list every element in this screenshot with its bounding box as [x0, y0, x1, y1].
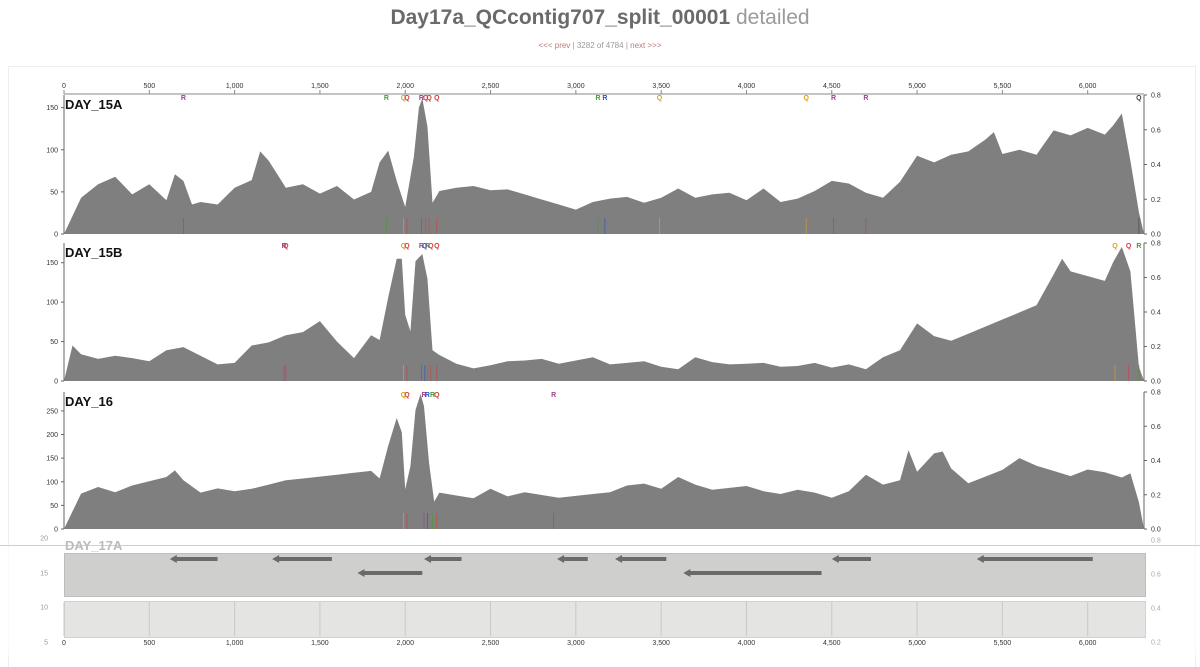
contig-name: Day17a_QCcontig707_split_00001 — [390, 6, 731, 29]
x-tick-label: 5,500 — [994, 83, 1012, 90]
y2-tick-label: 0.4 — [1151, 310, 1161, 317]
variant-marker: Q — [428, 243, 434, 250]
y-tick-label: 100 — [46, 300, 58, 307]
variant-marker: R — [602, 95, 607, 102]
y2-tick-label: 0.6 — [1151, 275, 1161, 282]
x-tick-label: 6,000 — [1079, 83, 1097, 90]
variant-marker: Q — [426, 95, 432, 102]
sample-label: DAY_15A — [65, 97, 123, 112]
y-tick-label: 100 — [46, 147, 58, 154]
coverage-area — [64, 98, 1144, 235]
variant-marker: R — [181, 95, 186, 102]
variant-marker: Q — [283, 243, 289, 250]
title-suffix: detailed — [735, 6, 810, 29]
variant-marker: R — [430, 392, 435, 399]
x-tick-label: 4,500 — [823, 83, 841, 90]
variant-marker: R — [595, 95, 600, 102]
y2-tick-label: 0.8 — [1151, 390, 1161, 397]
variant-marker: R — [551, 392, 556, 399]
chart-frame — [8, 66, 1196, 667]
variant-marker: R — [1136, 243, 1141, 250]
x-tick-label: 1,000 — [226, 83, 244, 90]
next-link[interactable]: next >>> — [630, 41, 662, 50]
variant-marker: Q — [434, 243, 440, 250]
x-tick-label: 3,500 — [652, 83, 670, 90]
y-tick-label: 200 — [46, 432, 58, 439]
y-tick-label: 250 — [46, 408, 58, 415]
pager: <<< prev | 3282 of 4784 | next >>> — [0, 41, 1200, 50]
y-tick-label: 150 — [46, 105, 58, 112]
y-tick-label: 0 — [54, 232, 58, 239]
y2-tick-label: 0.2 — [1151, 492, 1161, 499]
y2-tick-label: 0.6 — [1151, 127, 1161, 134]
y2-tick-label: 0.4 — [1151, 162, 1161, 169]
x-tick-label: 5,000 — [908, 83, 926, 90]
y-tick-label: 50 — [50, 189, 58, 196]
pager-separator-1: | — [572, 41, 575, 50]
variant-marker: Q — [1112, 243, 1118, 250]
sample-label: DAY_16 — [65, 394, 113, 409]
x-tick-label: 0 — [62, 83, 66, 90]
y2-tick-label: 0.8 — [1151, 93, 1161, 100]
y2-tick-label: 0.0 — [1151, 527, 1161, 534]
y2-tick-label: 0.2 — [1151, 197, 1161, 204]
variant-marker: R — [425, 243, 430, 250]
y2-tick-label: 0.8 — [1151, 241, 1161, 248]
variant-marker: R — [282, 243, 287, 250]
y2-tick-label: 0.4 — [1151, 458, 1161, 465]
variant-marker: Q — [401, 243, 407, 250]
y2-tick-label: 0.6 — [1151, 424, 1161, 431]
variant-marker: Q — [1126, 243, 1132, 250]
page-title: Day17a_QCcontig707_split_00001 detailed — [0, 6, 1200, 30]
coverage-area — [64, 246, 1144, 381]
x-tick-label: 3,000 — [567, 83, 585, 90]
variant-marker: Q — [401, 392, 407, 399]
y-tick-label: 0 — [54, 379, 58, 386]
x-tick-label: 1,500 — [311, 83, 329, 90]
x-tick-label: 2,500 — [482, 83, 500, 90]
variant-marker: Q — [1136, 95, 1142, 102]
coverage-area — [64, 393, 1144, 529]
prev-link[interactable]: <<< prev — [538, 41, 571, 50]
variant-marker: Q — [404, 95, 410, 102]
variant-marker: R — [419, 95, 424, 102]
variant-marker: Q — [423, 95, 429, 102]
variant-marker: Q — [434, 95, 440, 102]
x-tick-label: 500 — [143, 83, 155, 90]
variant-marker: R — [425, 392, 430, 399]
variant-marker: Q — [803, 95, 809, 102]
variant-marker: R — [419, 243, 424, 250]
variant-marker: Q — [657, 95, 663, 102]
variant-marker: R — [863, 95, 868, 102]
y2-tick-label: 0.0 — [1151, 232, 1161, 239]
y-tick-label: 150 — [46, 260, 58, 267]
variant-marker: Q — [422, 243, 428, 250]
y-tick-label: 50 — [50, 503, 58, 510]
variant-marker: Q — [434, 392, 440, 399]
variant-marker: Q — [404, 243, 410, 250]
variant-marker: R — [421, 392, 426, 399]
variant-marker: Q — [404, 392, 410, 399]
x-tick-label: 2,000 — [396, 83, 414, 90]
pager-position: 3282 of 4784 — [576, 41, 624, 50]
lower-coverage-track — [64, 601, 1146, 638]
x-tick-label: 4,000 — [738, 83, 756, 90]
variant-marker: Q — [401, 95, 407, 102]
y-tick-label: 0 — [54, 527, 58, 534]
y2-tick-label: 0.0 — [1151, 379, 1161, 386]
y-tick-label: 100 — [46, 479, 58, 486]
variant-marker: R — [831, 95, 836, 102]
variant-marker: R — [384, 95, 389, 102]
gene-track — [64, 553, 1146, 597]
y-tick-label: 150 — [46, 456, 58, 463]
y-tick-label: 50 — [50, 339, 58, 346]
sample-label: DAY_15B — [65, 245, 122, 260]
y2-tick-label: 0.2 — [1151, 344, 1161, 351]
pager-separator-2: | — [625, 41, 628, 50]
